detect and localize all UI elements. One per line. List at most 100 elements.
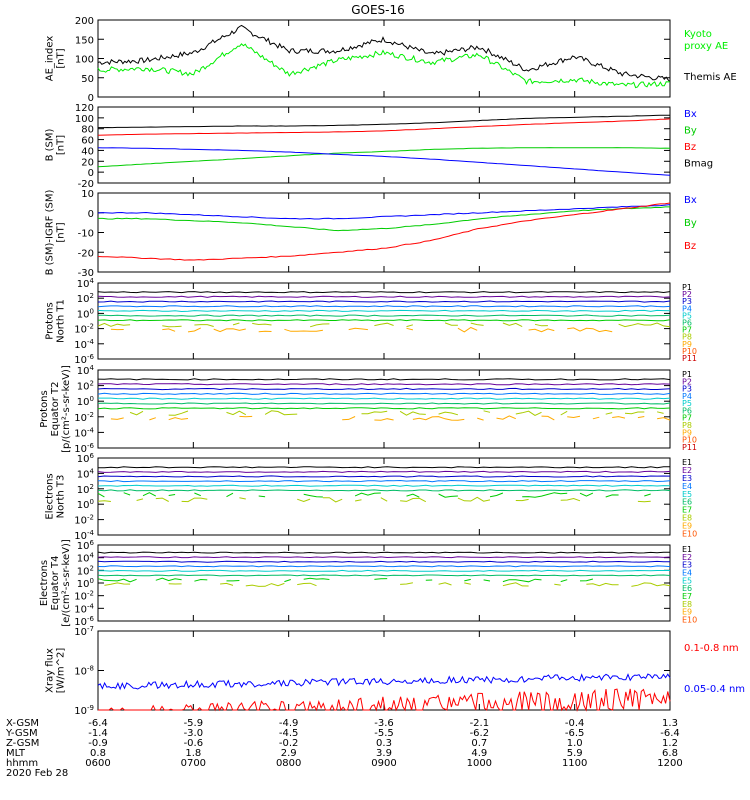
legend-channel: P6 — [682, 406, 692, 415]
y-tick-label: 100 — [77, 498, 94, 511]
y-tick-label: 100 — [77, 577, 94, 590]
legend-channel: P10 — [682, 436, 697, 445]
series-line — [97, 147, 671, 168]
channel-line — [97, 479, 671, 483]
footer-value: -4.5 — [279, 728, 299, 739]
y-tick-label: 10-2 — [74, 514, 94, 527]
footer-value: 1.3 — [662, 718, 678, 729]
footer-value: 5.9 — [567, 748, 583, 759]
footer-value: 1000 — [467, 758, 492, 769]
footer-value: 2.9 — [281, 748, 297, 759]
footer-label: hhmm — [6, 758, 38, 769]
footer-value: 4.9 — [471, 748, 487, 759]
footer-label: X-GSM — [6, 718, 39, 729]
footer-date: 2020 Feb 28 — [6, 768, 68, 779]
footer-value: 3.9 — [376, 748, 392, 759]
legend-channel: E1 — [682, 545, 692, 554]
y-tick-label: 0 — [88, 209, 94, 220]
legend-channel: P1 — [682, 370, 692, 379]
panel-bigrf: 10 0 -10 -20 -30 B (SM)-IGRF (SM) [nT] Bx By Bz — [45, 189, 697, 279]
y-tick-label: 104 — [77, 552, 95, 565]
channel-line — [129, 410, 664, 416]
y-tick-label: 0 — [88, 93, 94, 104]
panel-frame — [97, 630, 671, 711]
panel-frame — [97, 19, 671, 98]
y-axis-label: [e/(cm²-s-sr-keV)] — [61, 539, 72, 627]
legend-channel: P7 — [682, 326, 692, 335]
legend-channel: P8 — [682, 333, 692, 342]
footer-value: 0800 — [276, 758, 301, 769]
channel-line — [98, 578, 664, 582]
y-tick-label: 106 — [77, 452, 95, 465]
legend-channel: P2 — [682, 377, 692, 386]
channel-line — [97, 300, 671, 303]
legend-channel: E6 — [682, 498, 692, 507]
legend-channel: E3 — [682, 474, 692, 483]
footer-value: -4.9 — [279, 718, 299, 729]
y-tick-label: 10-8 — [74, 665, 94, 678]
series-line — [97, 204, 671, 220]
panel-frame — [97, 457, 671, 536]
footer-value: 0700 — [181, 758, 206, 769]
footer-value: -0.9 — [88, 738, 108, 749]
legend-channel: E10 — [682, 529, 697, 538]
footer-value: -0.4 — [565, 718, 585, 729]
y-tick-label: 50 — [81, 74, 94, 85]
legend-channel: P11 — [682, 354, 697, 363]
footer-label: Z-GSM — [6, 738, 39, 749]
y-tick-label: 10-2 — [74, 323, 94, 336]
channel-line — [97, 466, 671, 469]
series-line-0.05-0.4nm — [97, 673, 671, 691]
legend-channel: E5 — [682, 490, 692, 499]
channel-line — [97, 565, 671, 568]
y-tick-label: 104 — [77, 467, 95, 480]
y-tick-label: 80 — [81, 125, 94, 136]
legend-channel: E9 — [682, 608, 692, 617]
footer-value: -2.1 — [470, 718, 490, 729]
channel-line — [97, 560, 670, 563]
y-axis-label: [nT] — [56, 135, 67, 155]
legend-label: Themis AE — [683, 72, 737, 83]
legend-label: 0.1-0.8 nm — [684, 643, 739, 654]
y-tick-label: 102 — [77, 380, 94, 393]
footer-value: -6.2 — [470, 728, 490, 739]
footer-value: 1.8 — [185, 748, 201, 759]
legend-channel: E10 — [682, 616, 697, 625]
legend-channel: E1 — [682, 458, 692, 467]
footer-value: 1.0 — [567, 738, 583, 749]
y-tick-label: 102 — [77, 292, 94, 305]
panel-frame — [97, 369, 671, 449]
y-axis-label: Protons — [39, 390, 50, 427]
legend-channel: P5 — [682, 311, 692, 320]
channel-line — [97, 305, 671, 308]
series-line — [97, 118, 671, 136]
series-line — [98, 206, 670, 232]
y-tick-label: 102 — [77, 483, 94, 496]
y-tick-label: 40 — [81, 146, 94, 157]
footer-value: 1200 — [657, 758, 682, 769]
y-tick-label: 100 — [75, 114, 94, 125]
footer-value: -3.6 — [374, 718, 394, 729]
channel-line — [97, 556, 671, 559]
y-tick-label: 104 — [77, 277, 95, 290]
footer-value: 0900 — [371, 758, 396, 769]
chart-title: GOES-16 — [351, 3, 405, 17]
channel-line — [104, 582, 671, 587]
legend-channel: P2 — [682, 290, 692, 299]
channel-line — [97, 322, 671, 328]
y-tick-label: 100 — [77, 395, 94, 408]
footer-value: -6.4 — [88, 718, 108, 729]
legend-label: Bz — [684, 241, 696, 252]
legend-channel: P9 — [682, 428, 692, 437]
legend-channel: E2 — [682, 553, 692, 562]
footer-value: 0.3 — [376, 738, 392, 749]
y-tick-label: -30 — [78, 268, 94, 279]
channel-line — [97, 551, 671, 554]
footer-value: 6.8 — [662, 748, 678, 759]
y-axis-label: North T3 — [56, 475, 67, 519]
channel-line — [97, 569, 670, 572]
legend-channel: P3 — [682, 297, 692, 306]
y-tick-label: 10 — [81, 189, 94, 200]
